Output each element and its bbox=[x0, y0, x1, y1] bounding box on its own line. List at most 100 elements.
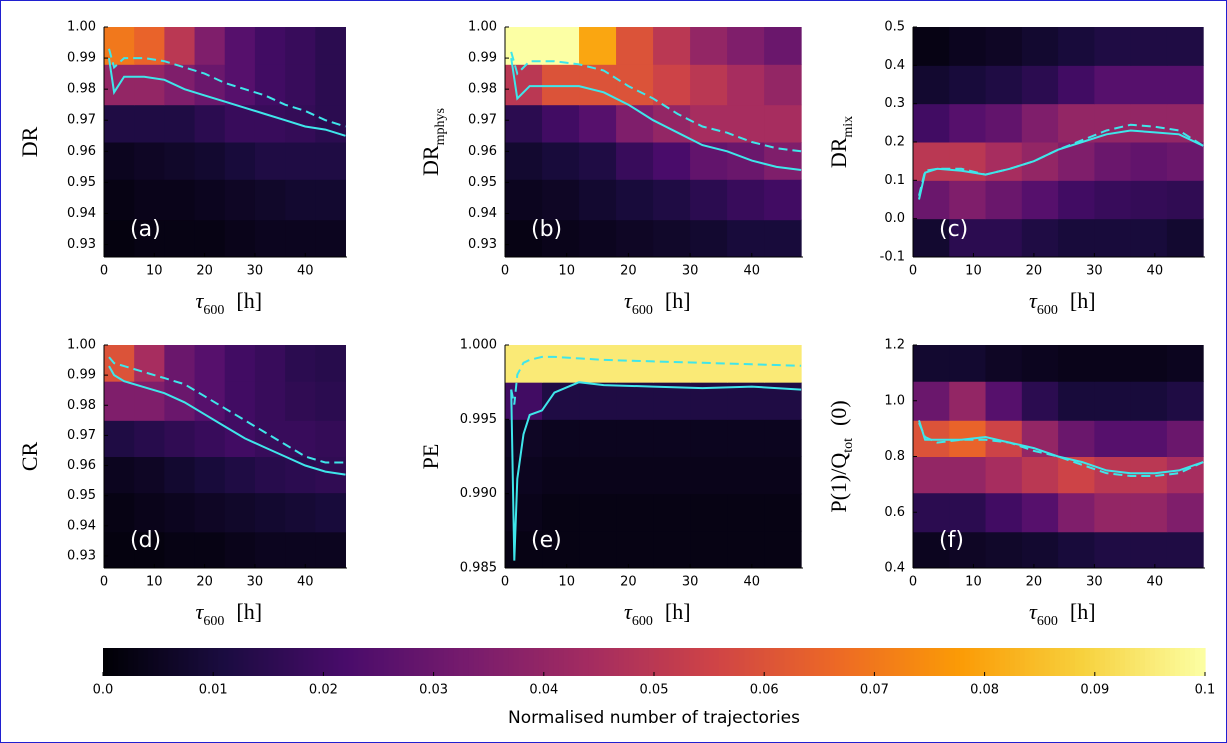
colorbar-cell bbox=[618, 648, 625, 676]
colorbar-cell bbox=[533, 648, 540, 676]
y-tick-label: 0.995 bbox=[460, 412, 497, 427]
heatmap-cell bbox=[579, 345, 617, 383]
colorbar-cell bbox=[558, 648, 565, 676]
heatmap-cell bbox=[134, 104, 165, 143]
colorbar-cell bbox=[288, 648, 294, 676]
colorbar-cell bbox=[1129, 648, 1136, 676]
heatmap-cell bbox=[505, 104, 543, 143]
trend-line bbox=[108, 365, 346, 476]
y-tick-label: 0.95 bbox=[67, 488, 96, 503]
colorbar-cell bbox=[508, 648, 515, 676]
panel-label: (b) bbox=[531, 217, 562, 242]
colorbar-cell bbox=[1024, 648, 1031, 676]
heatmap-cell bbox=[653, 419, 691, 457]
colorbar-cell bbox=[123, 648, 129, 676]
label-part: P(1)/Q bbox=[826, 453, 851, 513]
heatmap-cell bbox=[1094, 381, 1132, 421]
heatmap-cell bbox=[1021, 381, 1059, 421]
heatmap-cell bbox=[1094, 65, 1132, 105]
colorbar-cell bbox=[258, 648, 264, 676]
colorbar-cell bbox=[433, 648, 440, 676]
heatmap-cell bbox=[616, 142, 654, 180]
heatmap-cell bbox=[727, 419, 765, 457]
colorbar-tick-label: 0.03 bbox=[419, 683, 448, 698]
colorbar-cell bbox=[143, 648, 149, 676]
colorbar-tick-label: 0.0 bbox=[93, 683, 114, 698]
x-tick-label: 20 bbox=[196, 264, 213, 279]
colorbar-cell bbox=[874, 648, 881, 676]
heatmap-cell bbox=[104, 381, 135, 421]
y-tick-label: 0.94 bbox=[67, 518, 96, 533]
colorbar-cell bbox=[403, 648, 410, 676]
colorbar-cell bbox=[103, 648, 109, 676]
colorbar-cell bbox=[1089, 648, 1096, 676]
heatmap-cell bbox=[690, 419, 728, 457]
x-tick-label: 0 bbox=[100, 264, 108, 279]
x-tick-label: 40 bbox=[744, 264, 761, 279]
heatmap-cell bbox=[254, 142, 286, 180]
colorbar-cell bbox=[593, 648, 600, 676]
heatmap-cell bbox=[134, 456, 165, 494]
heatmap-cell bbox=[764, 530, 802, 569]
colorbar-cell bbox=[413, 648, 420, 676]
colorbar-cell bbox=[488, 648, 495, 676]
colorbar-cell bbox=[1034, 648, 1041, 676]
colorbar-cell bbox=[829, 648, 835, 676]
colorbar-cell bbox=[854, 648, 860, 676]
heatmap-cell bbox=[764, 27, 802, 65]
colorbar-cell bbox=[729, 648, 735, 676]
heatmap-cell bbox=[285, 456, 316, 494]
colorbar-cell bbox=[959, 648, 966, 676]
colorbar-cell bbox=[418, 648, 425, 676]
colorbar-cell bbox=[463, 648, 470, 676]
y-tick-label: 0.4 bbox=[884, 561, 905, 576]
colorbar-cell bbox=[133, 648, 139, 676]
colorbar-cell bbox=[844, 648, 850, 676]
heatmap-cell bbox=[727, 27, 765, 65]
heatmap-cell bbox=[254, 345, 286, 382]
colorbar-cell bbox=[909, 648, 916, 676]
heatmap-cell bbox=[1021, 456, 1059, 494]
heatmap-cell bbox=[542, 345, 580, 383]
label-part: 600 bbox=[632, 614, 653, 629]
colorbar-cell bbox=[163, 648, 169, 676]
colorbar-cell bbox=[769, 648, 775, 676]
colorbar-cell bbox=[814, 648, 820, 676]
heatmap-cell bbox=[315, 381, 346, 421]
x-tick-label: 40 bbox=[744, 575, 761, 590]
heatmap-cell bbox=[1166, 492, 1204, 533]
heatmap-cell bbox=[949, 103, 987, 143]
colorbar-cell bbox=[664, 648, 670, 676]
panel-label: (f) bbox=[939, 528, 964, 553]
x-tick-label: 10 bbox=[146, 264, 163, 279]
heatmap-cell bbox=[1094, 420, 1132, 457]
heatmap-cell bbox=[985, 456, 1023, 494]
heatmap-cell bbox=[315, 142, 346, 180]
heatmap-cell bbox=[315, 492, 346, 533]
label-part: tot bbox=[841, 438, 856, 453]
heatmap-cell bbox=[542, 530, 580, 569]
heatmap-cell bbox=[1166, 142, 1204, 181]
heatmap-cell bbox=[194, 531, 226, 569]
heatmap-cell bbox=[1021, 142, 1059, 181]
colorbar-label: Normalised number of trajectories bbox=[508, 708, 800, 728]
heatmap-cell bbox=[949, 180, 987, 220]
colorbar-cell bbox=[759, 648, 765, 676]
colorbar-cell bbox=[684, 648, 690, 676]
colorbar-cell bbox=[263, 648, 269, 676]
heatmap-cell bbox=[653, 456, 691, 495]
colorbar-cell bbox=[724, 648, 730, 676]
colorbar-cell bbox=[1114, 648, 1121, 676]
y-axis-label: DRmphys bbox=[418, 108, 448, 176]
colorbar-cell bbox=[208, 648, 214, 676]
heatmap-cell bbox=[254, 64, 286, 106]
heatmap-cell bbox=[913, 531, 950, 569]
heatmap-cell bbox=[1166, 180, 1204, 220]
heatmap-cell bbox=[727, 219, 765, 258]
x-axis-label: τ600 [h] bbox=[624, 288, 691, 318]
heatmap-cell bbox=[224, 219, 256, 258]
heatmap-cell bbox=[285, 142, 316, 180]
heatmap-cell bbox=[913, 345, 950, 382]
heatmap-cell bbox=[949, 142, 987, 181]
colorbar-cell bbox=[924, 648, 931, 676]
